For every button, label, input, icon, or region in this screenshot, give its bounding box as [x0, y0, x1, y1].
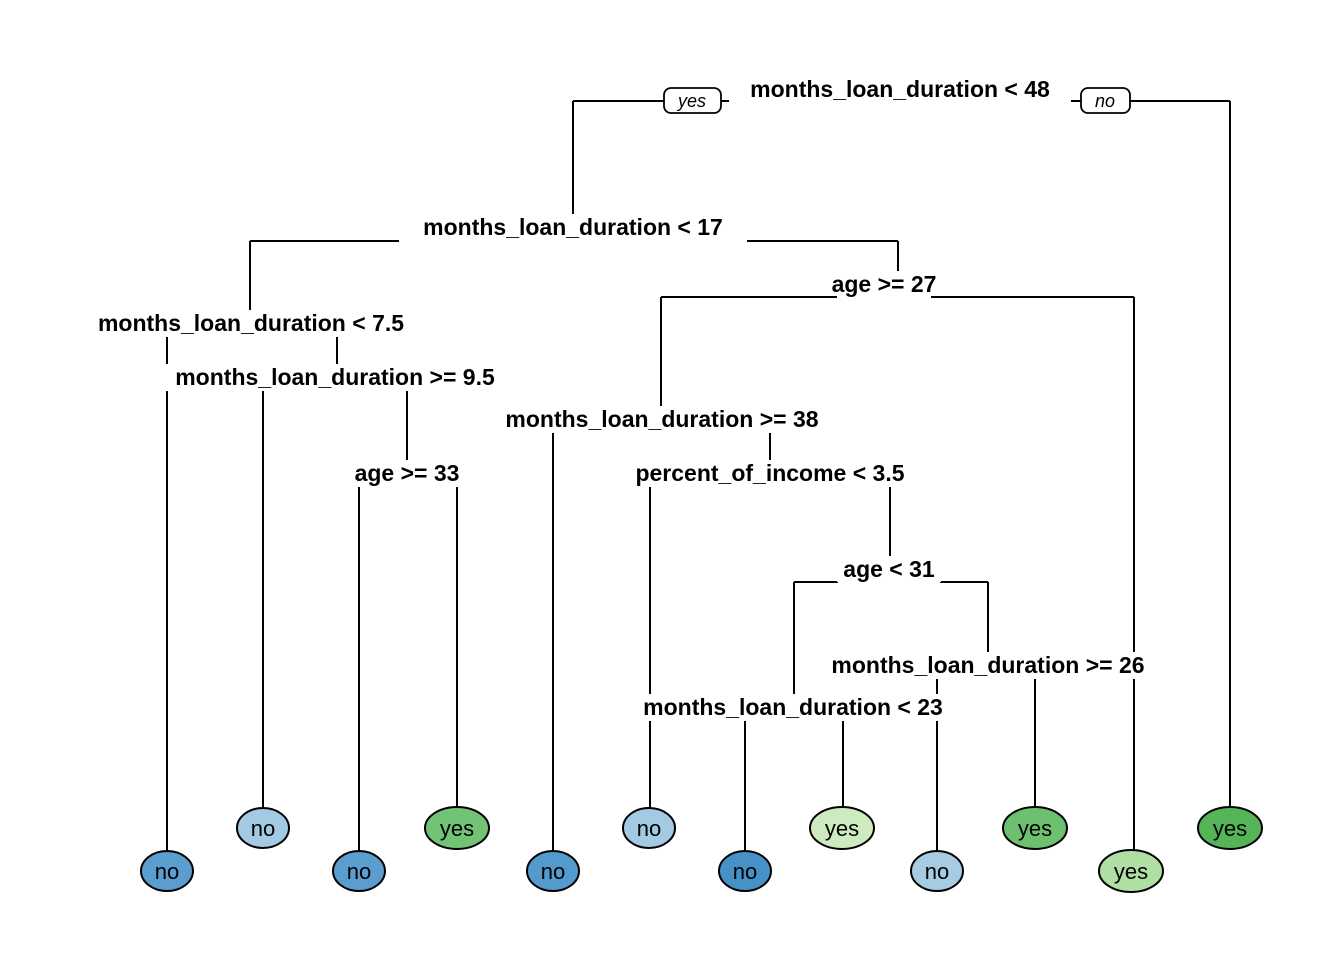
leaf-label: yes	[1114, 859, 1148, 884]
split-node-labels: months_loan_duration < 48 months_loan_du…	[80, 76, 1163, 721]
leaf-ellipse	[1002, 806, 1068, 850]
leaf-node: yes	[424, 806, 490, 850]
leaf-nodes: no no no yes no no no yes	[140, 806, 1263, 893]
split-label-bg	[813, 652, 1163, 679]
split-node-percent-income: percent_of_income < 3.5	[617, 460, 924, 487]
leaf-node: no	[718, 850, 772, 892]
split-label-bg	[348, 460, 467, 487]
leaf-label: yes	[440, 816, 474, 841]
split-label-bg	[485, 406, 840, 433]
leaf-ellipse	[1098, 849, 1164, 893]
leaf-node: yes	[809, 806, 875, 850]
leaf-node: no	[622, 807, 676, 849]
leaf-ellipse	[718, 850, 772, 892]
leaf-label: no	[733, 859, 757, 884]
split-label: months_loan_duration >= 26	[831, 652, 1144, 678]
no-edge-text: no	[1095, 91, 1115, 111]
root-edge-labels: yes no	[663, 87, 1131, 114]
split-label-bg	[402, 214, 744, 241]
split-label: age >= 33	[355, 460, 460, 486]
split-label-bg	[622, 694, 964, 721]
split-node-duration-17: months_loan_duration < 17	[402, 214, 744, 241]
yes-edge-box	[663, 87, 722, 114]
leaf-label: no	[925, 859, 949, 884]
leaf-label: no	[155, 859, 179, 884]
no-edge-box	[1080, 87, 1131, 114]
split-label-bg	[837, 271, 931, 297]
branch-lines	[166, 100, 1231, 851]
leaf-node: yes	[1098, 849, 1164, 893]
split-label: months_loan_duration < 48	[750, 76, 1050, 102]
yes-edge-text: yes	[676, 91, 706, 111]
split-label-bg	[617, 460, 924, 487]
leaf-label: no	[637, 816, 661, 841]
leaf-ellipse	[809, 806, 875, 850]
split-node-age-33: age >= 33	[348, 460, 467, 487]
split-label: age < 31	[843, 556, 935, 582]
leaf-node: yes	[1197, 806, 1263, 850]
split-node-duration-7-5: months_loan_duration < 7.5	[80, 310, 422, 337]
leaf-ellipse	[140, 850, 194, 892]
no-edge-label: no	[1080, 87, 1131, 114]
leaf-ellipse	[1197, 806, 1263, 850]
split-node-root: months_loan_duration < 48	[731, 76, 1069, 103]
split-node-duration-9-5: months_loan_duration >= 9.5	[153, 364, 517, 391]
leaf-label: yes	[1018, 816, 1052, 841]
split-label-bg	[80, 310, 422, 337]
split-label: months_loan_duration < 17	[423, 214, 723, 240]
leaf-node: no	[140, 850, 194, 892]
split-node-duration-23: months_loan_duration < 23	[622, 694, 964, 721]
leaf-node: no	[236, 807, 290, 849]
leaf-node: yes	[1002, 806, 1068, 850]
split-label: months_loan_duration >= 9.5	[175, 364, 495, 390]
split-label: months_loan_duration < 23	[643, 694, 943, 720]
leaf-ellipse	[424, 806, 490, 850]
leaf-label: yes	[825, 816, 859, 841]
split-node-age-27: age >= 27	[832, 271, 937, 297]
split-node-duration-26: months_loan_duration >= 26	[813, 652, 1163, 679]
leaf-ellipse	[526, 850, 580, 892]
leaf-node: no	[332, 850, 386, 892]
split-label-bg	[153, 364, 517, 391]
yes-edge-label: yes	[663, 87, 722, 114]
split-label: months_loan_duration < 7.5	[98, 310, 404, 336]
leaf-ellipse	[332, 850, 386, 892]
split-node-age-31: age < 31	[837, 556, 941, 582]
leaf-label: no	[541, 859, 565, 884]
split-label: age >= 27	[832, 271, 937, 297]
leaf-label: no	[251, 816, 275, 841]
leaf-label: no	[347, 859, 371, 884]
split-node-duration-38: months_loan_duration >= 38	[485, 406, 840, 433]
split-label-bg	[837, 556, 941, 582]
split-label: months_loan_duration >= 38	[505, 406, 818, 432]
leaf-node: no	[526, 850, 580, 892]
leaf-ellipse	[236, 807, 290, 849]
leaf-ellipse	[910, 850, 964, 892]
leaf-node: no	[910, 850, 964, 892]
split-label-bg	[731, 76, 1069, 103]
leaf-label: yes	[1213, 816, 1247, 841]
split-label: percent_of_income < 3.5	[635, 460, 904, 486]
leaf-ellipse	[622, 807, 676, 849]
